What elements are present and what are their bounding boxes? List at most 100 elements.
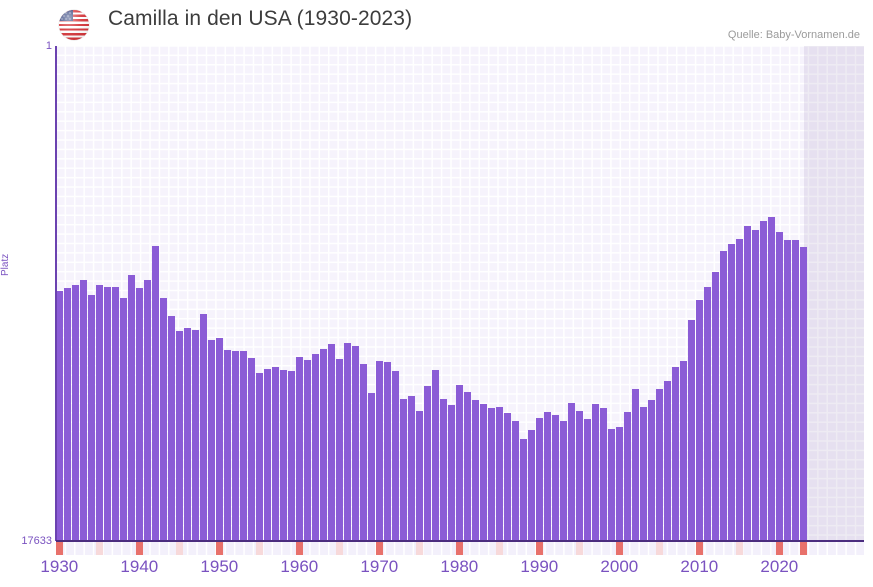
x-axis-final-tick xyxy=(800,542,807,555)
bar xyxy=(240,351,247,541)
x-axis-mid-tick xyxy=(416,542,423,555)
bar xyxy=(448,405,455,541)
bar xyxy=(256,372,263,541)
bar xyxy=(80,280,87,541)
x-axis-decade-tick xyxy=(136,542,143,555)
bar xyxy=(408,396,415,541)
bar xyxy=(376,361,383,541)
bar xyxy=(536,417,543,541)
y-axis-line xyxy=(55,46,57,541)
bar xyxy=(152,246,159,541)
bar xyxy=(728,244,735,541)
bar xyxy=(104,287,111,541)
bar xyxy=(648,399,655,541)
bar xyxy=(544,411,551,541)
bar xyxy=(352,345,359,541)
bar xyxy=(320,349,327,541)
bar xyxy=(296,356,303,541)
bar xyxy=(176,331,183,541)
bar xyxy=(224,349,231,541)
source-attribution: Quelle: Baby-Vornamen.de xyxy=(727,29,860,41)
x-axis-line xyxy=(56,540,864,542)
bar xyxy=(608,428,615,541)
bar xyxy=(64,287,71,541)
x-tick-label-1980: 1980 xyxy=(440,557,479,576)
bar xyxy=(264,368,271,541)
bar xyxy=(736,238,743,541)
x-tick-label-2010: 2010 xyxy=(680,557,719,576)
bar xyxy=(752,230,759,541)
x-tick-label-2020: 2020 xyxy=(760,557,799,576)
page-title: Camilla in den USA (1930-2023) xyxy=(108,7,413,30)
bar xyxy=(280,369,287,541)
x-axis-decade-tick xyxy=(536,542,543,555)
x-axis-decade-tick xyxy=(776,542,783,555)
bar xyxy=(504,413,511,541)
bar xyxy=(576,411,583,541)
bar xyxy=(432,369,439,541)
bar-series xyxy=(56,46,864,541)
bar xyxy=(360,363,367,541)
x-tick-label-2000: 2000 xyxy=(600,557,639,576)
bar xyxy=(88,295,95,541)
y-axis-bottom-tick-label: 17633 xyxy=(21,535,52,547)
bar xyxy=(288,370,295,541)
bar xyxy=(720,251,727,541)
x-axis-mid-tick xyxy=(736,542,743,555)
bar xyxy=(528,430,535,541)
bar xyxy=(640,407,647,541)
bar xyxy=(496,407,503,541)
bar xyxy=(664,381,671,541)
bar xyxy=(680,360,687,541)
bar xyxy=(712,272,719,541)
x-axis-mid-tick xyxy=(656,542,663,555)
bar xyxy=(312,353,319,541)
bar xyxy=(384,361,391,541)
bar xyxy=(744,225,751,541)
x-axis-mid-tick xyxy=(496,542,503,555)
x-axis-tick-strip xyxy=(56,542,864,555)
x-tick-label-1970: 1970 xyxy=(360,557,399,576)
bar xyxy=(72,285,79,541)
bar xyxy=(344,342,351,541)
bar xyxy=(160,298,167,541)
bar xyxy=(128,275,135,541)
bar xyxy=(304,359,311,541)
chart-header: Camilla in den USA (1930-2023) Quelle: B… xyxy=(0,0,873,45)
bar xyxy=(168,315,175,541)
bar xyxy=(624,411,631,541)
bar xyxy=(440,399,447,541)
bar xyxy=(456,385,463,541)
bar xyxy=(416,411,423,541)
x-axis-decade-tick xyxy=(216,542,223,555)
bar xyxy=(272,366,279,541)
bar xyxy=(520,438,527,541)
bar xyxy=(560,421,567,541)
bar xyxy=(464,391,471,541)
bar xyxy=(472,400,479,541)
flag-gloss xyxy=(59,10,89,40)
x-axis-mid-tick xyxy=(336,542,343,555)
bar xyxy=(120,297,127,541)
x-tick-label-1960: 1960 xyxy=(280,557,319,576)
bar xyxy=(368,392,375,541)
x-axis-mid-tick xyxy=(576,542,583,555)
x-axis-decade-tick xyxy=(696,542,703,555)
bar xyxy=(480,404,487,541)
bar xyxy=(400,398,407,541)
x-tick-label-1930: 1930 xyxy=(40,557,79,576)
bar xyxy=(232,351,239,541)
bar xyxy=(568,403,575,541)
x-axis-decade-tick xyxy=(376,542,383,555)
bar xyxy=(336,358,343,541)
bar xyxy=(656,389,663,541)
bar xyxy=(632,389,639,541)
x-axis-mid-tick xyxy=(96,542,103,555)
y-axis-top-tick-label: 1 xyxy=(45,40,52,52)
bar xyxy=(800,246,807,541)
bar xyxy=(192,329,199,541)
bar xyxy=(616,426,623,541)
x-tick-label-1940: 1940 xyxy=(120,557,159,576)
usa-flag-icon xyxy=(59,10,89,40)
bar xyxy=(584,419,591,541)
